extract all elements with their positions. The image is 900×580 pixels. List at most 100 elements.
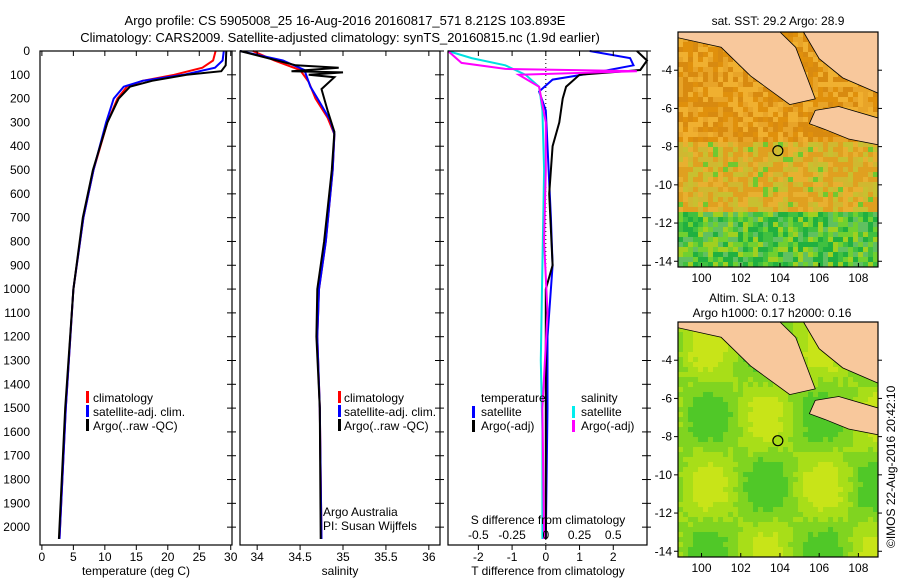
map-cell	[768, 247, 774, 253]
map-cell	[688, 362, 694, 368]
map-cell	[678, 442, 684, 448]
map-cell	[713, 517, 719, 523]
map-cell	[738, 132, 744, 138]
map-cell	[798, 197, 804, 203]
map-cell	[848, 172, 854, 178]
map-cell	[688, 122, 694, 128]
map-cell	[828, 237, 834, 243]
map-cell	[808, 62, 814, 68]
map-cell	[738, 217, 744, 223]
x2-tick-label: 0	[542, 528, 549, 542]
map-cell	[843, 237, 849, 243]
map-cell	[703, 542, 709, 548]
map-cell	[708, 227, 714, 233]
map-cell	[748, 172, 754, 178]
map-cell	[863, 92, 869, 98]
map-cell	[748, 422, 754, 428]
map-cell	[868, 542, 874, 548]
map-cell	[823, 447, 829, 453]
map-cell	[803, 487, 809, 493]
map-cell	[678, 172, 684, 178]
map-cell	[703, 87, 709, 93]
map-cell	[733, 502, 739, 508]
map-cell	[683, 537, 689, 543]
map-cell	[868, 457, 874, 463]
map-cell	[833, 152, 839, 158]
map-cell	[748, 382, 754, 388]
map-cell	[683, 372, 689, 378]
map-cell	[788, 517, 794, 523]
map-cell	[728, 462, 734, 468]
map-cell	[723, 62, 729, 68]
map-cell	[698, 72, 704, 78]
map-cell	[698, 432, 704, 438]
map-cell	[728, 422, 734, 428]
map-cell	[803, 252, 809, 258]
map-cell	[758, 172, 764, 178]
map-cell	[748, 177, 754, 183]
map-cell	[768, 192, 774, 198]
panel-temperature: 0 5 10 15 20 25 300100200300400500600700800900…	[3, 44, 237, 564]
map-cell	[823, 132, 829, 138]
legend-label: climatology	[93, 391, 153, 405]
map-cell	[688, 517, 694, 523]
map-cell	[808, 532, 814, 538]
map-cell	[683, 142, 689, 148]
map-cell	[868, 252, 874, 258]
map-cell	[793, 117, 799, 123]
map-cell	[818, 172, 824, 178]
map-cell	[818, 552, 824, 558]
map-cell	[723, 412, 729, 418]
map-cell	[818, 167, 824, 173]
map-cell	[803, 442, 809, 448]
map-cell	[743, 142, 749, 148]
map-cell	[713, 212, 719, 218]
map-cell	[703, 182, 709, 188]
map-cell	[678, 542, 684, 548]
map-cell	[688, 482, 694, 488]
map-cell	[708, 402, 714, 408]
map-cell	[768, 152, 774, 158]
map-cell	[768, 472, 774, 478]
map-cell	[873, 207, 879, 213]
map-cell	[823, 202, 829, 208]
map-cell	[688, 47, 694, 53]
map-cell	[693, 377, 699, 383]
map-cell	[738, 442, 744, 448]
map-cell	[728, 527, 734, 533]
map-cell	[738, 152, 744, 158]
map-cell	[858, 167, 864, 173]
map-cell	[863, 477, 869, 483]
map-cell	[753, 552, 759, 558]
map-cell	[768, 107, 774, 113]
map-cell	[713, 402, 719, 408]
map-cell	[688, 412, 694, 418]
map-cell	[788, 252, 794, 258]
map-cell	[828, 487, 834, 493]
map-cell	[793, 422, 799, 428]
map-cell	[798, 202, 804, 208]
map-cell	[813, 207, 819, 213]
map-cell	[798, 107, 804, 113]
map-cell	[748, 112, 754, 118]
map-cell	[738, 227, 744, 233]
map-cell	[858, 392, 864, 398]
map-cell	[783, 32, 789, 38]
map-cell	[693, 102, 699, 108]
map-cell	[758, 512, 764, 518]
map-cell	[708, 477, 714, 483]
legend-swatch-red	[338, 391, 341, 403]
map-cell	[698, 412, 704, 418]
map-cell	[858, 252, 864, 258]
map-cell	[723, 97, 729, 103]
map-cell	[808, 192, 814, 198]
map-cell	[688, 232, 694, 238]
map-cell	[868, 432, 874, 438]
map-cell	[838, 237, 844, 243]
map-cell	[718, 212, 724, 218]
map-cell	[813, 452, 819, 458]
map-y-tick-label: -12	[655, 506, 673, 520]
map-cell	[743, 387, 749, 393]
map-cell	[823, 262, 829, 268]
map-cell	[693, 437, 699, 443]
